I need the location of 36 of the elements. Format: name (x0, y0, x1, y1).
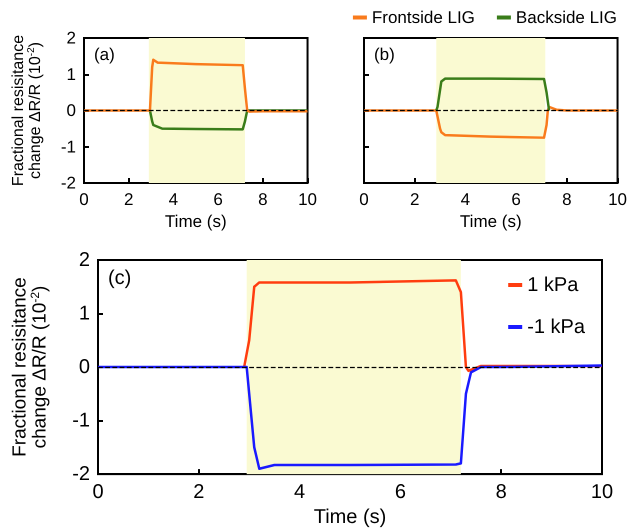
x-tick-label: 10 (590, 481, 614, 504)
x-tick-label: 8 (562, 190, 572, 209)
x-tick-label: 10 (608, 190, 628, 209)
x-tick-label: 2 (410, 190, 420, 209)
y-tick-label: 1 (78, 302, 90, 325)
y-tick-label: 0 (66, 101, 76, 120)
y-tick-label: 1 (66, 64, 76, 84)
annotation: (b) (374, 45, 395, 64)
x-tick-label: 8 (258, 190, 268, 209)
y-tick-label: 0 (78, 356, 90, 378)
x-tick-label: 2 (193, 481, 204, 504)
x-tick-label: 6 (394, 481, 406, 504)
x-tick-label: 0 (359, 190, 369, 209)
x-tick-label: 4 (460, 190, 470, 209)
y-tick-label: -1 (60, 137, 76, 156)
y-tick-label: -1 (72, 410, 90, 432)
legend-label: Backside LIG (516, 8, 618, 27)
x-tick-label: 6 (511, 190, 521, 209)
x-axis-title: Time (s) (164, 212, 227, 231)
y-tick-label: -2 (60, 174, 76, 192)
y-tick-label: 2 (66, 28, 76, 48)
annotation: (a) (94, 45, 115, 64)
x-tick-label: 4 (294, 481, 306, 504)
x-axis-title: Time (s) (314, 506, 386, 528)
legend-label: Frontside LIG (372, 8, 475, 27)
x-tick-label: 2 (124, 190, 134, 209)
legend-label: -1 kPa (527, 316, 586, 338)
x-tick-label: 4 (168, 190, 178, 209)
y-tick-label: -2 (72, 463, 90, 486)
x-tick-label: 8 (496, 481, 507, 504)
legend-label: 1 kPa (527, 274, 580, 296)
x-axis-title: Time (s) (460, 212, 522, 231)
y-tick-label: 2 (78, 249, 90, 271)
annotation: (c) (108, 267, 132, 289)
x-tick-label: 10 (298, 190, 318, 209)
x-tick-label: 6 (213, 190, 223, 209)
